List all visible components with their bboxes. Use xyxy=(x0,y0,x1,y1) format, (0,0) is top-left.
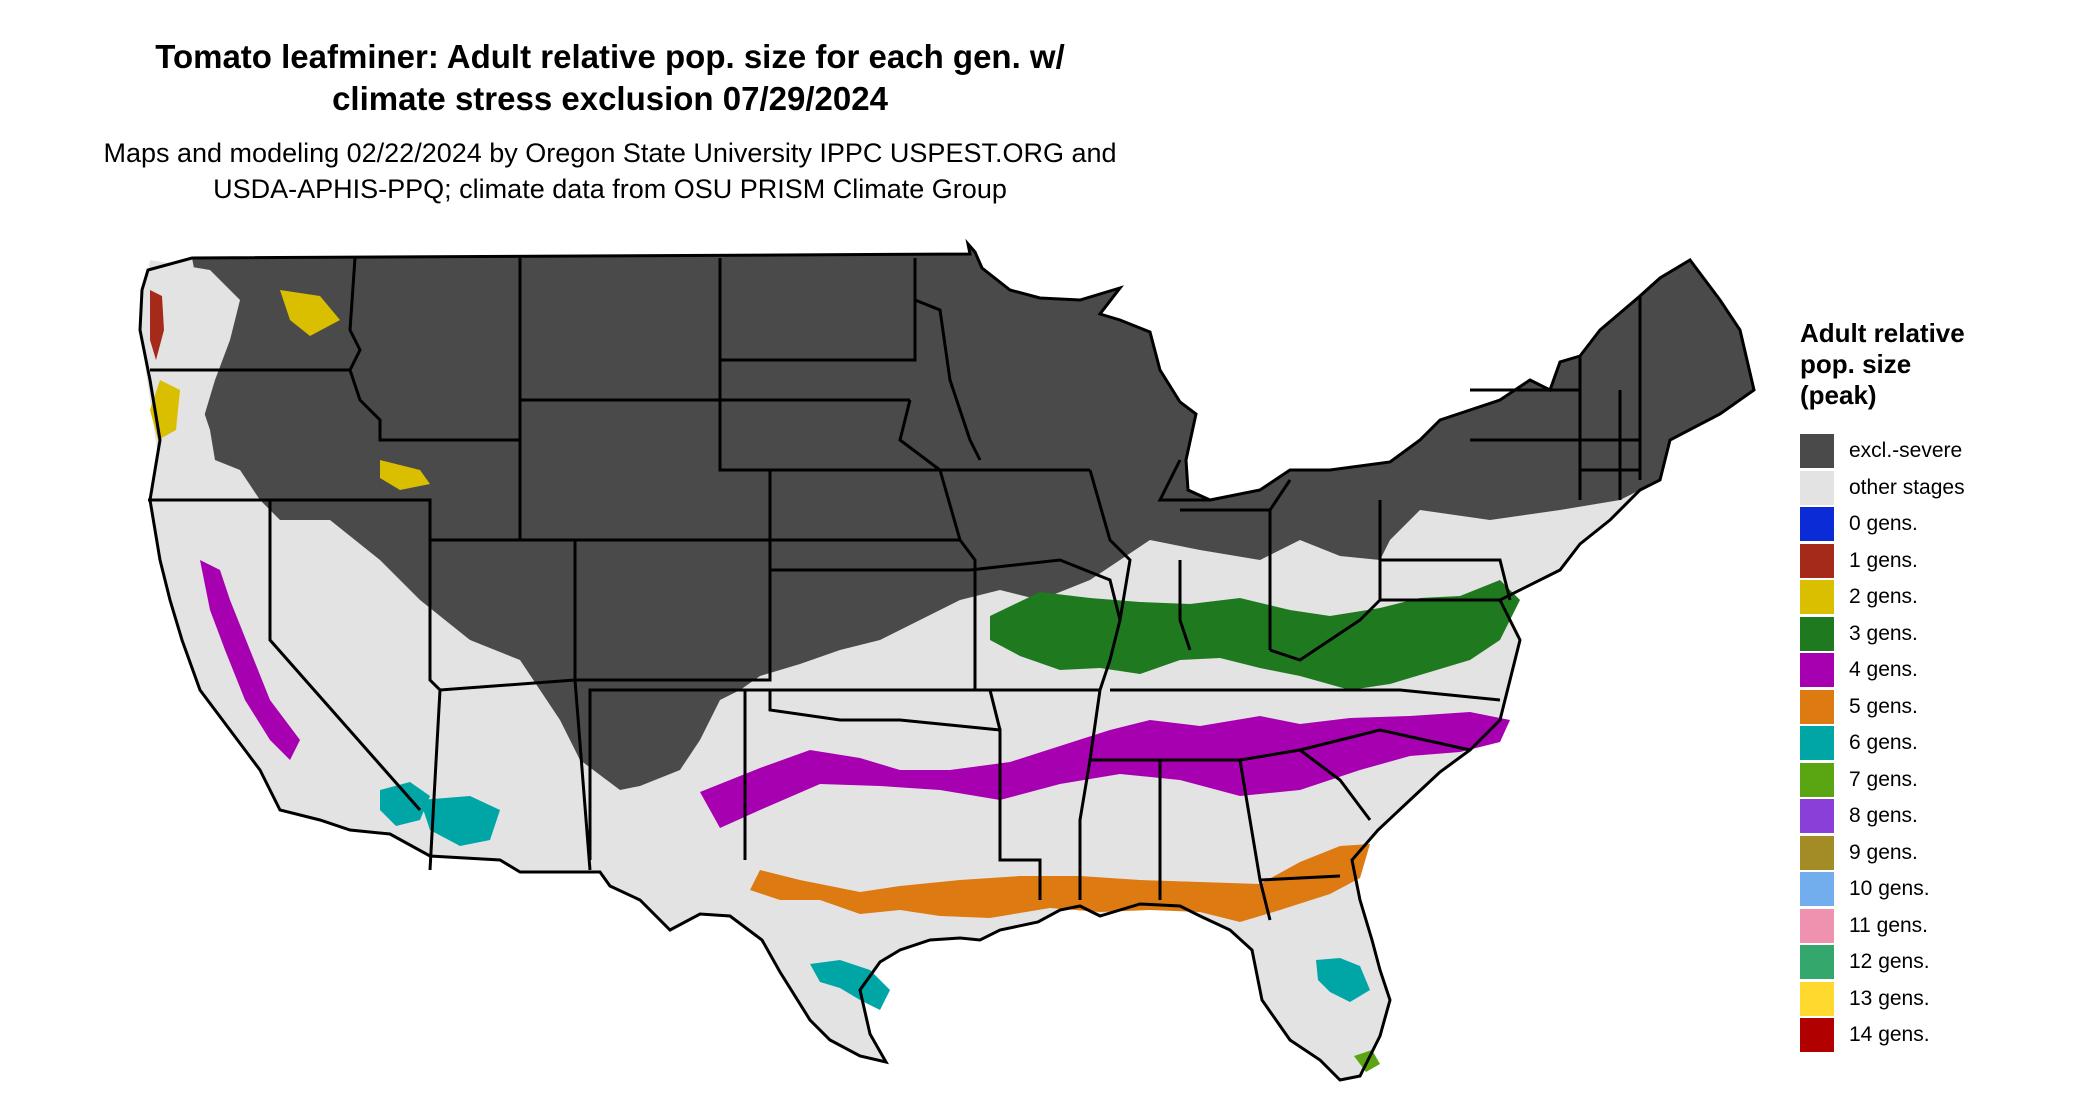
legend-swatch xyxy=(1800,543,1834,578)
legend-label: 8 gens. xyxy=(1849,804,1918,828)
legend-swatch xyxy=(1800,981,1834,1016)
legend-title-line-2: pop. size xyxy=(1800,349,1912,379)
excluded-region-north xyxy=(192,244,1754,790)
legend-item: 1 gens. xyxy=(1800,543,1965,580)
legend-item: 10 gens. xyxy=(1800,871,1965,908)
legend-label: 10 gens. xyxy=(1849,877,1930,901)
legend-item: 7 gens. xyxy=(1800,762,1965,799)
legend: Adult relative pop. size (peak) excl.-se… xyxy=(1800,318,1965,1054)
state-boundaries xyxy=(138,238,1756,1082)
legend-label: 12 gens. xyxy=(1849,950,1930,974)
great-basin-light-patch xyxy=(240,520,600,860)
legend-item: 9 gens. xyxy=(1800,835,1965,872)
legend-label: excl.-severe xyxy=(1849,439,1963,463)
legend-item: 11 gens. xyxy=(1800,908,1965,945)
band-6-gens-florida xyxy=(1316,958,1370,1002)
legend-label: 5 gens. xyxy=(1849,694,1918,718)
legend-label: 2 gens. xyxy=(1849,585,1918,609)
legend-items: excl.-severe other stages 0 gens. 1 gens. 2 … xyxy=(1800,433,1965,1054)
legend-swatch xyxy=(1800,908,1834,943)
legend-label: 3 gens. xyxy=(1849,621,1918,645)
legend-swatch xyxy=(1800,507,1834,542)
legend-label: 7 gens. xyxy=(1849,767,1918,791)
legend-swatch xyxy=(1800,653,1834,688)
legend-swatch xyxy=(1800,762,1834,797)
legend-label: 6 gens. xyxy=(1849,731,1918,755)
legend-title-line-3: (peak) xyxy=(1800,380,1877,410)
legend-label: 14 gens. xyxy=(1849,1023,1930,1047)
band-2-gens-northwest xyxy=(150,290,430,490)
legend-item: 0 gens. xyxy=(1800,506,1965,543)
legend-item: 13 gens. xyxy=(1800,981,1965,1018)
map-subtitle-line-2: USDA-APHIS-PPQ; climate data from OSU PR… xyxy=(213,174,1007,204)
legend-item: 3 gens. xyxy=(1800,616,1965,653)
legend-swatch xyxy=(1800,616,1834,651)
band-5-gens-gulf xyxy=(750,844,1370,922)
legend-swatch xyxy=(1800,726,1834,761)
legend-item: 4 gens. xyxy=(1800,652,1965,689)
legend-label: 1 gens. xyxy=(1849,548,1918,572)
legend-swatch xyxy=(1800,689,1834,724)
map-subtitle-line-1: Maps and modeling 02/22/2024 by Oregon S… xyxy=(103,138,1117,168)
legend-swatch xyxy=(1800,872,1834,907)
legend-swatch xyxy=(1800,945,1834,980)
band-1-gens-washington xyxy=(150,290,164,360)
legend-item: 8 gens. xyxy=(1800,798,1965,835)
band-4-gens-south xyxy=(700,712,1510,828)
legend-title-line-1: Adult relative xyxy=(1800,318,1965,348)
legend-label: 4 gens. xyxy=(1849,658,1918,682)
legend-item: 14 gens. xyxy=(1800,1017,1965,1054)
legend-swatch xyxy=(1800,1018,1834,1053)
map-title-line-1: Tomato leafminer: Adult relative pop. si… xyxy=(155,38,1065,75)
legend-item: 12 gens. xyxy=(1800,944,1965,981)
legend-item: 6 gens. xyxy=(1800,725,1965,762)
legend-item: excl.-severe xyxy=(1800,433,1965,470)
legend-item: 2 gens. xyxy=(1800,579,1965,616)
legend-item: 5 gens. xyxy=(1800,689,1965,726)
band-4-gens-california xyxy=(200,560,300,760)
map-title-line-2: climate stress exclusion 07/29/2024 xyxy=(332,80,888,117)
legend-swatch xyxy=(1800,835,1834,870)
legend-label: 11 gens. xyxy=(1849,913,1929,937)
legend-label: 0 gens. xyxy=(1849,512,1918,536)
legend-swatch xyxy=(1800,580,1834,615)
legend-label: other stages xyxy=(1849,475,1965,499)
legend-label: 13 gens. xyxy=(1849,986,1930,1010)
band-6-gens-texas xyxy=(810,960,890,1010)
legend-item: other stages xyxy=(1800,470,1965,507)
legend-label: 9 gens. xyxy=(1849,840,1918,864)
legend-swatch xyxy=(1800,799,1834,834)
legend-swatch xyxy=(1800,434,1834,469)
legend-swatch xyxy=(1800,470,1834,505)
